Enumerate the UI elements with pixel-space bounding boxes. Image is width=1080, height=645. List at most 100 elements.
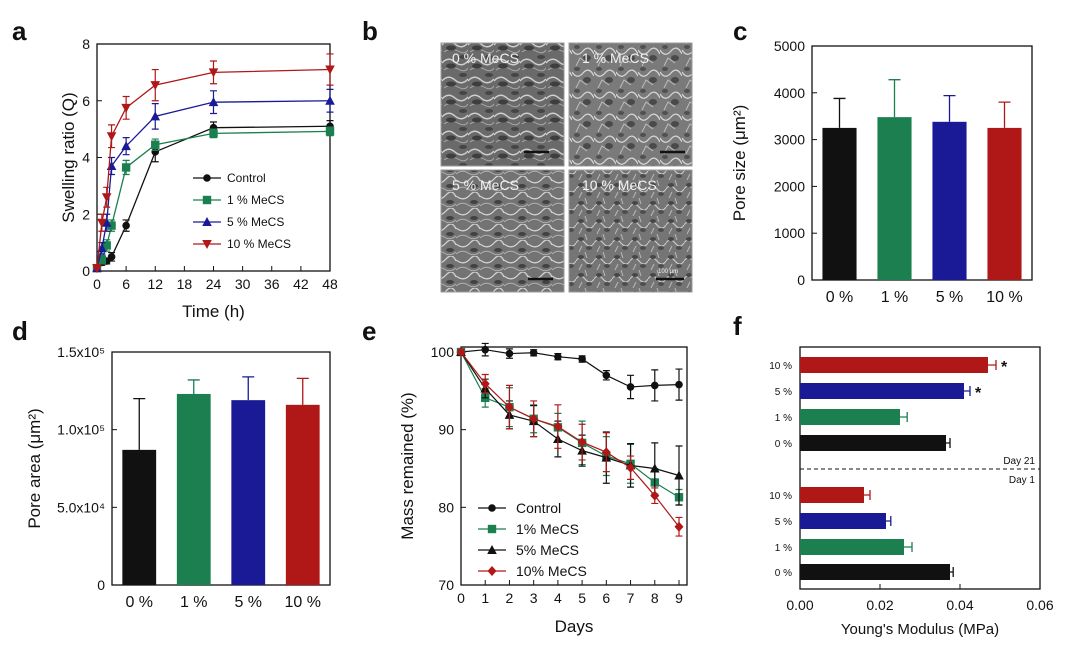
f-xtick-label: 0.06 bbox=[1026, 597, 1053, 613]
a-data-point bbox=[121, 103, 131, 113]
sem-label-1: 1 % MeCS bbox=[582, 50, 649, 66]
f-category-label-0-2: 1 % bbox=[775, 413, 792, 424]
a-data-point bbox=[150, 111, 161, 121]
f-category-label-1-0: 10 % bbox=[769, 491, 792, 502]
a-data-point bbox=[150, 81, 161, 91]
c-error-bar-3 bbox=[998, 101, 1011, 128]
f-category-label-1-1: 5 % bbox=[775, 517, 792, 528]
c-category-label-3: 10 % bbox=[986, 289, 1022, 306]
d-category-label-2: 5 % bbox=[234, 594, 262, 611]
e-legend-marker-2 bbox=[487, 545, 497, 554]
e-xtick-label: 3 bbox=[530, 590, 538, 606]
e-x-axis-title: Days bbox=[555, 617, 594, 636]
f-bar-0-2 bbox=[800, 409, 900, 425]
d-frame bbox=[111, 351, 331, 586]
f-frame bbox=[799, 346, 1041, 590]
a-data-point bbox=[97, 255, 107, 264]
e-data-point bbox=[601, 447, 611, 458]
e-ytick-label: 80 bbox=[438, 499, 454, 515]
a-data-point bbox=[92, 264, 102, 274]
d-bar-1 bbox=[176, 393, 211, 585]
a-legend-label-2: 5 % MeCS bbox=[227, 215, 284, 229]
d-error-bar-0 bbox=[133, 397, 146, 450]
a-xtick-label: 12 bbox=[147, 276, 163, 292]
f-error-bar-0-2 bbox=[900, 412, 908, 422]
a-data-point bbox=[101, 193, 112, 203]
c-category-label-1: 1 % bbox=[881, 289, 909, 306]
e-data-point bbox=[674, 470, 684, 480]
d-error-bar-3 bbox=[296, 377, 309, 405]
e-xtick-label: 6 bbox=[602, 590, 610, 606]
a-y-axis-title: Swelling ratio (Q) bbox=[59, 92, 78, 222]
a-xtick-label: 18 bbox=[177, 276, 193, 292]
e-data-point bbox=[577, 437, 587, 448]
f-error-bar-1-1 bbox=[886, 516, 892, 526]
a-data-point bbox=[209, 129, 218, 138]
f-bar-1-1 bbox=[800, 513, 886, 529]
e-data-point bbox=[650, 490, 660, 501]
e-data-point bbox=[529, 348, 538, 357]
chart-youngs-modulus: 0.00 0.02 0.04 0.06 Young's Modulus (MPa) Day… bbox=[769, 346, 1054, 638]
a-legend-marker-0 bbox=[203, 174, 211, 182]
d-y-axis-title: Pore area (μm²) bbox=[25, 408, 44, 528]
a-xtick-label: 48 bbox=[322, 276, 338, 292]
c-ytick-label: 5000 bbox=[774, 38, 805, 54]
a-xtick-label: 6 bbox=[122, 276, 130, 292]
d-bar-0 bbox=[122, 449, 157, 585]
a-series-line-3 bbox=[96, 68, 331, 269]
a-data-point bbox=[122, 221, 130, 230]
sem-label-0: 0 % MeCS bbox=[452, 50, 519, 66]
a-legend-label-0: Control bbox=[227, 171, 266, 185]
sem-image-0 bbox=[440, 42, 565, 167]
d-ytick-label: 1.5x10⁵ bbox=[57, 344, 105, 360]
a-legend-label-3: 10 % MeCS bbox=[227, 237, 291, 251]
f-xtick-label: 0.02 bbox=[866, 597, 893, 613]
f-bar-0-3 bbox=[800, 435, 946, 451]
panel-label-c: c bbox=[733, 16, 747, 46]
e-data-point bbox=[626, 462, 636, 473]
f-error-bar-1-0 bbox=[864, 490, 871, 500]
chart-pore-size: 0 1000 2000 3000 4000 5000 0 % 1 % 5 % 10 % Pore s… bbox=[730, 38, 1033, 306]
c-ytick-label: 0 bbox=[797, 272, 805, 288]
e-xtick-label: 4 bbox=[554, 590, 562, 606]
a-legend-marker-2 bbox=[202, 217, 212, 226]
f-category-label-1-2: 1 % bbox=[775, 543, 792, 554]
scale-bar-text: 100 μm bbox=[658, 269, 678, 275]
a-data-point bbox=[325, 65, 335, 75]
e-ytick-label: 90 bbox=[438, 422, 454, 438]
f-error-bar-1-2 bbox=[904, 542, 913, 552]
f-category-label-0-1: 5 % bbox=[775, 387, 792, 398]
f-group-label-0: Day 21 bbox=[1003, 456, 1035, 467]
f-significance-0-1: * bbox=[975, 385, 982, 402]
sem-image-2 bbox=[440, 169, 565, 293]
sem-image-3 bbox=[568, 169, 693, 293]
a-legend-label-1: 1 % MeCS bbox=[227, 193, 284, 207]
a-data-point bbox=[101, 217, 112, 227]
c-category-label-2: 5 % bbox=[936, 289, 964, 306]
e-xtick-label: 5 bbox=[578, 590, 586, 606]
a-ytick-label: 2 bbox=[82, 206, 90, 222]
e-legend-marker-0 bbox=[488, 504, 496, 512]
a-data-point bbox=[102, 241, 111, 250]
e-series-line-2 bbox=[460, 351, 680, 477]
panel-label-d: d bbox=[12, 316, 28, 346]
c-ytick-label: 1000 bbox=[774, 225, 805, 241]
a-data-point bbox=[107, 253, 116, 261]
e-data-point bbox=[626, 383, 635, 391]
f-bar-1-3 bbox=[800, 564, 950, 580]
e-data-point bbox=[481, 345, 490, 354]
d-bar-3 bbox=[285, 404, 320, 585]
panel-label-e: e bbox=[362, 316, 376, 346]
f-xtick-label: 0.04 bbox=[946, 597, 973, 613]
a-ytick-label: 8 bbox=[82, 36, 90, 52]
d-category-label-3: 10 % bbox=[285, 594, 321, 611]
chart-pore-area: 0 5.0x10⁴ 1.0x10⁵ 1.5x10⁵ 0 % 1 % 5 % 10 % Pore … bbox=[25, 344, 331, 611]
e-data-point bbox=[602, 371, 611, 380]
a-legend-marker-3 bbox=[202, 240, 212, 249]
f-x-axis-title: Young's Modulus (MPa) bbox=[841, 621, 999, 638]
f-bar-0-0 bbox=[800, 357, 988, 373]
e-ytick-label: 70 bbox=[438, 577, 454, 593]
f-bar-1-2 bbox=[800, 539, 904, 555]
d-error-bar-2 bbox=[242, 376, 255, 401]
